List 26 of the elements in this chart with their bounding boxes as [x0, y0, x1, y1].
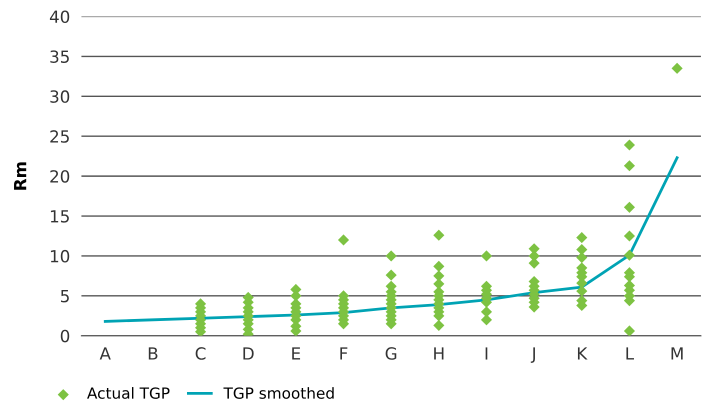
y-tick-label: 35	[50, 50, 69, 63]
line-series	[104, 156, 678, 323]
x-tick-label: B	[148, 347, 158, 360]
y-tick-label: 5	[60, 290, 69, 302]
x-tick-label: H	[434, 347, 444, 360]
x-tick-label: K	[578, 347, 588, 360]
y-tick-label: 25	[50, 130, 69, 143]
legend-label: Actual TGP	[87, 387, 170, 399]
x-tick-label: J	[530, 347, 535, 363]
x-tick-label: G	[386, 347, 396, 360]
x-tick-label: D	[243, 347, 254, 360]
y-tick-label: 20	[50, 170, 70, 183]
x-tick-label: F	[340, 347, 348, 360]
y-tick-label: 0	[60, 330, 70, 342]
x-tick-label: L	[626, 347, 634, 360]
x-tick-label: C	[196, 347, 206, 360]
x-tick-label: E	[292, 347, 300, 360]
legend-label: TGP smoothed	[223, 387, 334, 399]
x-tick-label: I	[486, 347, 488, 360]
x-tick-label: A	[100, 347, 111, 360]
y-tick-label: 40	[50, 10, 70, 24]
x-tick-label: M	[672, 347, 683, 360]
y-tick-label: 30	[50, 90, 70, 103]
y-axis-title: Rm	[14, 162, 26, 190]
y-tick-label: 15	[50, 210, 69, 223]
y-tick-label: 10	[50, 250, 70, 263]
